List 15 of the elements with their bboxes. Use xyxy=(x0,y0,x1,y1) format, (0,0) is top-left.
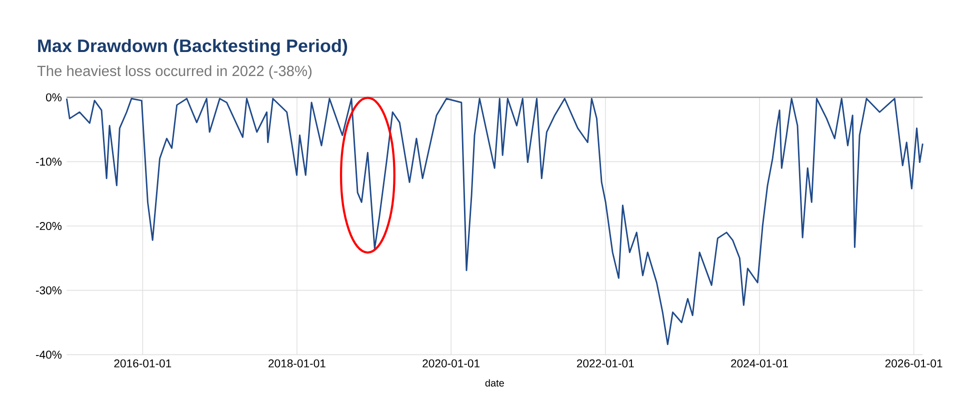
y-tick-label: -30% xyxy=(36,286,62,294)
x-tick-label: 2016-01-01 xyxy=(114,359,172,368)
chart-title: Max Drawdown (Backtesting Period) xyxy=(38,38,348,56)
x-tick-label: 2020-01-01 xyxy=(422,359,480,368)
line-series xyxy=(66,98,924,346)
y-tick-label: 0% xyxy=(46,93,62,102)
x-tick-label: 2018-01-01 xyxy=(268,359,326,368)
x-tick-label: 2022-01-01 xyxy=(576,359,634,368)
x-tick-label: 2024-01-01 xyxy=(731,359,788,368)
y-tick-label: -40% xyxy=(36,350,62,359)
x-axis-title: date xyxy=(485,379,504,387)
y-tick-label: -20% xyxy=(36,222,62,230)
y-tick-label: -10% xyxy=(36,158,62,166)
x-tick-label: 2026-01-01 xyxy=(885,359,942,368)
chart-subtitle: The heaviest loss occurred in 2022 (-38%) xyxy=(37,65,312,80)
